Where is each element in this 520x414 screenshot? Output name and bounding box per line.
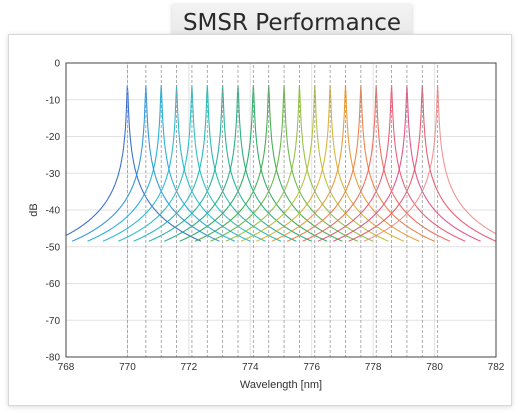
x-tick-label: 768 <box>58 362 75 373</box>
y-axis-label: dB <box>28 203 40 216</box>
y-tick-label: -40 <box>46 206 61 217</box>
plot-border <box>65 62 497 358</box>
y-tick-label: 0 <box>54 59 60 70</box>
y-tick-labels: 0 -10 -20 -30 -40 -50 -60 -70 -80 <box>46 59 61 364</box>
chart-title: SMSR Performance <box>182 10 402 36</box>
x-tick-label: 774 <box>242 362 259 373</box>
y-tick-label: -80 <box>46 353 61 364</box>
peak-markers <box>127 65 439 357</box>
x-tick-label: 782 <box>488 362 505 373</box>
y-tick-label: -70 <box>46 316 61 327</box>
y-tick-label: -20 <box>46 132 61 143</box>
x-tick-label: 770 <box>119 362 136 373</box>
spectrum-trace <box>363 85 497 242</box>
x-tick-label: 778 <box>365 362 382 373</box>
x-tick-label: 780 <box>426 362 443 373</box>
x-tick-labels: 768 770 772 774 776 778 780 782 <box>58 362 505 373</box>
x-tick-label: 772 <box>181 362 198 373</box>
x-axis-label: Wavelength [nm] <box>240 379 322 391</box>
x-tick-label: 776 <box>303 362 320 373</box>
y-tick-label: -60 <box>46 279 61 290</box>
y-tick-label: -30 <box>46 169 61 180</box>
y-tick-label: -50 <box>46 242 61 253</box>
y-tick-label: -10 <box>46 95 61 106</box>
spectrum-trace <box>65 85 202 242</box>
